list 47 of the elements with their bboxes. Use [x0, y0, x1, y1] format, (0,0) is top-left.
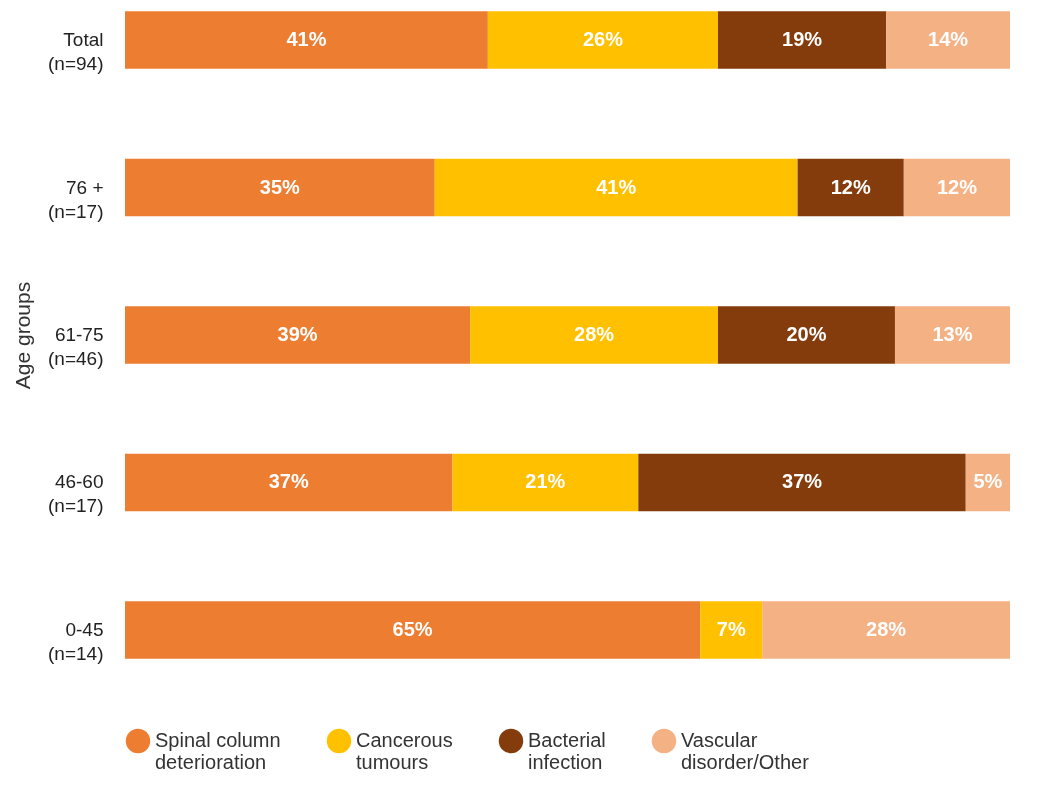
bar: [886, 11, 1010, 69]
legend-label: Bacterial infection: [528, 729, 606, 773]
legend-label: Spinal column deterioration: [155, 729, 281, 773]
data-label: 26%: [582, 28, 624, 51]
data-label: 20%: [786, 323, 827, 345]
bar: [125, 11, 488, 69]
data-label: 28%: [574, 323, 615, 345]
bar: [125, 306, 471, 364]
y-tick-label: Total (n=94): [48, 29, 104, 75]
bar: [700, 601, 763, 659]
data-label: 35%: [259, 175, 301, 198]
y-tick-label: 0-45 (n=14): [48, 618, 104, 664]
bar: [903, 158, 1010, 217]
legend-label: Vascular disorder/Other: [681, 729, 810, 773]
data-label: 12%: [936, 175, 978, 198]
bar: [797, 158, 904, 217]
data-label: 41%: [286, 28, 327, 51]
y-tick-label: 46-60 (n=17): [48, 471, 104, 517]
bar: [894, 306, 1010, 364]
data-label: 14%: [928, 28, 969, 51]
data-label: 37%: [268, 470, 309, 493]
data-label: 39%: [277, 323, 318, 345]
bar: [470, 306, 718, 364]
y-axis-title: Age groups: [11, 281, 35, 390]
data-label: 5%: [973, 470, 1003, 493]
y-tick-label: 61-75 (n=46): [48, 324, 104, 369]
bar: [638, 453, 966, 512]
data-label: 41%: [596, 175, 637, 198]
bar: [125, 601, 701, 659]
bar: [452, 453, 639, 512]
bar: [717, 11, 887, 69]
data-label: 37%: [782, 470, 823, 493]
data-label: 19%: [782, 28, 823, 51]
bar: [125, 453, 453, 512]
data-label: 12%: [830, 175, 871, 198]
legend-label: Cancerous tumours: [356, 729, 453, 773]
y-tick-label: 76 + (n=17): [48, 176, 104, 222]
data-label: 7%: [716, 617, 746, 640]
bar: [434, 158, 798, 217]
data-label: 13%: [932, 323, 973, 345]
bar: [717, 306, 895, 364]
bar: [125, 158, 435, 217]
data-label: 21%: [525, 470, 566, 493]
data-label: 28%: [866, 617, 907, 640]
bar: [487, 11, 718, 69]
bar: [762, 601, 1010, 659]
data-label: 65%: [392, 617, 433, 640]
